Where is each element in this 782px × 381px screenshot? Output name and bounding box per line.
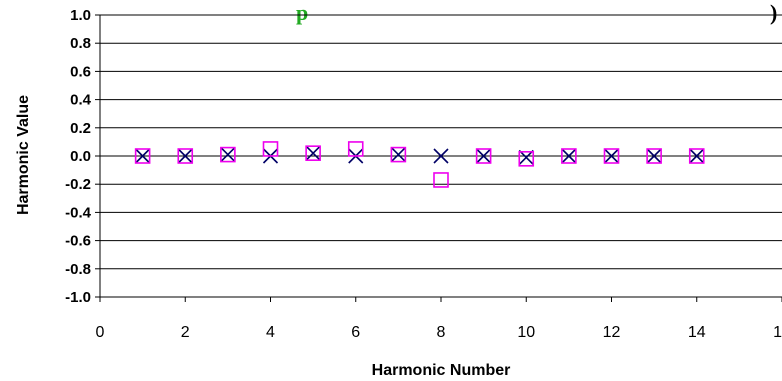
- square-marker-point: [603, 148, 620, 164]
- square-marker-point: [177, 148, 194, 164]
- y-tick-label: 0.2: [70, 120, 91, 137]
- x-tick-label: 2: [181, 324, 190, 341]
- y-tick-label: -0.8: [65, 261, 91, 278]
- y-tick-label: -0.4: [65, 204, 92, 221]
- x-marker-point: [433, 148, 449, 164]
- x-tick-label: 6: [351, 324, 360, 341]
- y-tick-label: 0.4: [70, 92, 92, 109]
- x-marker-point: [135, 148, 151, 164]
- y-axis-title: Harmonic Value: [15, 95, 32, 215]
- x-tick-label: 0: [96, 324, 105, 341]
- square-marker-point: [347, 141, 364, 157]
- square-marker-point: [688, 148, 705, 164]
- x-marker-point: [390, 147, 406, 163]
- x-marker-point: [689, 148, 705, 164]
- x-marker-point: [177, 148, 193, 164]
- y-tick-label: 0.6: [70, 63, 91, 80]
- x-marker-point: [603, 148, 620, 164]
- x-marker-point: [476, 148, 492, 164]
- y-tick-label: 0.8: [70, 35, 91, 52]
- x-tick-label: 16: [773, 324, 782, 341]
- square-marker-point: [262, 141, 279, 157]
- chart-title-fragment-right: ): [770, 0, 777, 25]
- square-marker-point: [305, 145, 321, 161]
- x-marker-point: [561, 148, 577, 164]
- y-tick-label: -0.2: [65, 176, 91, 193]
- x-tick-label: 8: [437, 324, 446, 341]
- x-marker-point: [305, 145, 321, 161]
- tick-labels: 1.0 0.8 0.6 0.4 0.2 0.0 -0.2 -0.4 -0.6 -0.8 -1.0 0 2…: [65, 7, 782, 341]
- y-tick-label: 1.0: [70, 7, 91, 24]
- x-marker-point: [518, 149, 534, 165]
- data-series: [134, 141, 705, 188]
- x-marker-point: [646, 148, 662, 164]
- square-marker-point: [220, 146, 236, 163]
- x-tick-label: 12: [603, 324, 621, 341]
- square-marker-point: [134, 148, 151, 164]
- square-marker-point: [646, 148, 662, 164]
- square-marker-point: [561, 148, 577, 164]
- axes: [95, 14, 782, 302]
- x-tick-label: 10: [517, 324, 535, 341]
- chart-title-fragment-left: p: [296, 0, 308, 25]
- y-tick-label: 0.0: [70, 148, 91, 165]
- y-tick-label: -0.6: [65, 233, 91, 250]
- y-tick-label: -1.0: [65, 289, 91, 306]
- x-tick-label: 14: [688, 324, 706, 341]
- square-marker-point: [475, 148, 492, 164]
- square-marker-point: [433, 172, 449, 188]
- chart-title: p ): [296, 0, 777, 25]
- square-marker-point: [390, 146, 407, 163]
- square-marker-point: [518, 151, 535, 167]
- x-marker-point: [220, 147, 236, 163]
- x-axis-title: Harmonic Number: [372, 362, 511, 379]
- x-tick-label: 4: [266, 324, 275, 341]
